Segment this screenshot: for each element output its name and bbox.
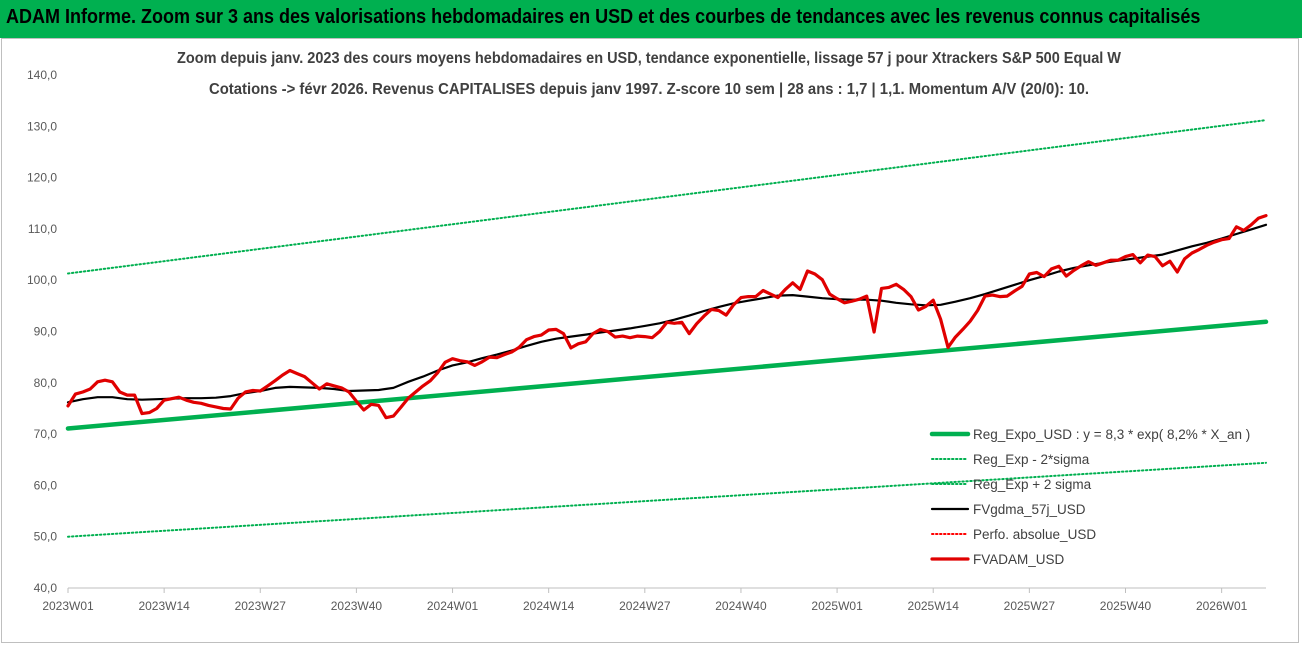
- y-tick-label: 80,0: [34, 376, 58, 390]
- x-tick-label: 2025W27: [1004, 599, 1056, 613]
- y-tick-label: 40,0: [34, 581, 58, 595]
- chart-title-line-2: Cotations -> févr 2026. Revenus CAPITALI…: [209, 81, 1089, 98]
- report-banner: ADAM Informe. Zoom sur 3 ans des valoris…: [0, 0, 1302, 38]
- x-tick-label: 2024W27: [619, 599, 671, 613]
- y-tick-label: 70,0: [34, 427, 58, 441]
- y-tick-label: 130,0: [27, 119, 57, 133]
- x-tick-label: 2025W40: [1100, 599, 1152, 613]
- report-title: ADAM Informe. Zoom sur 3 ans des valoris…: [6, 6, 1201, 28]
- legend-label: FVADAM_USD: [973, 552, 1065, 567]
- series-line-0: [65, 319, 1269, 431]
- x-tick-label: 2023W40: [331, 599, 383, 613]
- x-tick-label: 2024W40: [715, 599, 767, 613]
- y-axis-ticks: 40,0 50,0 60,0 70,0 80,0 90,0 100,0 110,0 120,0 1…: [27, 68, 57, 595]
- y-tick-label: 140,0: [27, 68, 57, 82]
- y-tick-label: 110,0: [28, 222, 57, 236]
- series-line-1: [67, 461, 1267, 538]
- x-tick-label: 2023W01: [42, 599, 94, 613]
- legend-label: Reg_Exp + 2 sigma: [973, 477, 1092, 492]
- x-tick-label: 2024W01: [427, 599, 479, 613]
- y-tick-label: 100,0: [27, 273, 57, 287]
- x-tick-label: 2026W01: [1196, 599, 1248, 613]
- legend-label: Perfo. absolue_USD: [973, 527, 1096, 542]
- y-tick-label: 50,0: [34, 530, 58, 544]
- x-tick-label: 2023W14: [138, 599, 190, 613]
- y-tick-label: 90,0: [34, 325, 58, 339]
- y-tick-label: 120,0: [27, 171, 57, 185]
- legend-label: Reg_Exp - 2*sigma: [973, 452, 1090, 467]
- legend-label: FVgdma_57j_USD: [973, 502, 1086, 517]
- chart-frame: Zoom depuis janv. 2023 des cours moyens …: [1, 38, 1299, 643]
- x-tick-label: 2025W14: [908, 599, 960, 613]
- series-layer: [65, 119, 1269, 538]
- series-line-2: [67, 119, 1267, 275]
- line-chart: Zoom depuis janv. 2023 des cours moyens …: [27, 50, 1269, 613]
- x-axis-ticks: 2023W01 2023W14 2023W27 2023W40 2024W01 2024W…: [42, 588, 1248, 613]
- x-tick-label: 2024W14: [523, 599, 575, 613]
- chart-title-line-1: Zoom depuis janv. 2023 des cours moyens …: [177, 50, 1121, 67]
- y-tick-label: 60,0: [34, 478, 58, 492]
- x-tick-label: 2025W01: [811, 599, 863, 613]
- legend-label: Reg_Expo_USD : y = 8,3 * exp( 8,2% * X_a…: [973, 427, 1250, 442]
- legend: Reg_Expo_USD : y = 8,3 * exp( 8,2% * X_a…: [929, 427, 1250, 567]
- series-line-5: [66, 214, 1268, 420]
- x-tick-label: 2023W27: [235, 599, 287, 613]
